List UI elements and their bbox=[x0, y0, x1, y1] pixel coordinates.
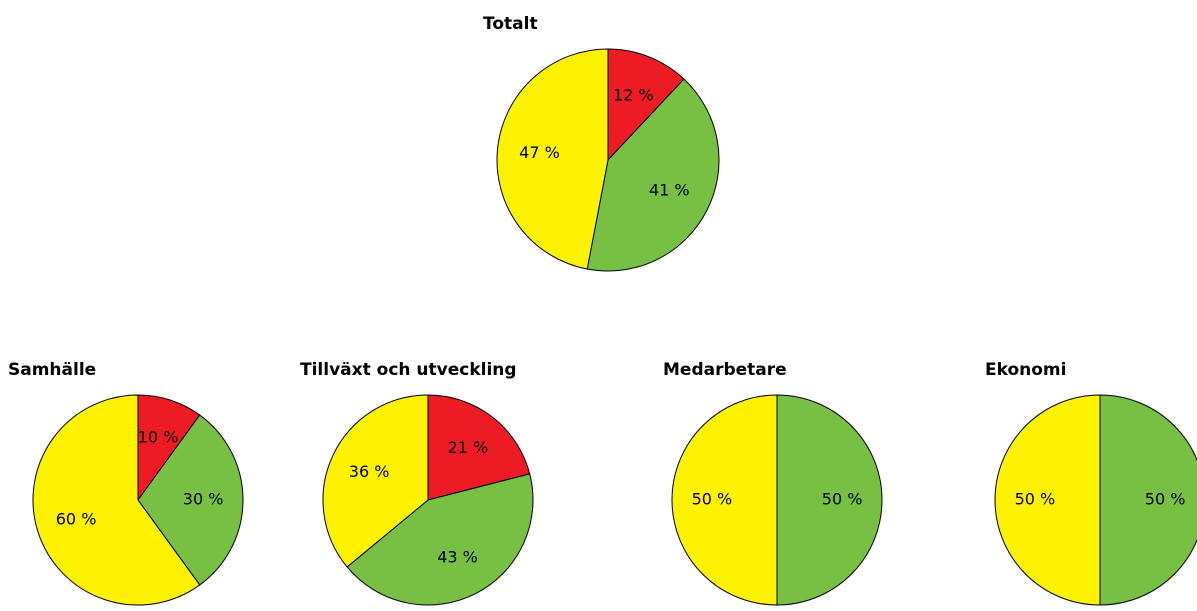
pie-slice bbox=[322, 394, 429, 568]
slice-label: 10 % bbox=[138, 428, 179, 447]
pie-slice bbox=[607, 48, 685, 162]
pie-slice bbox=[32, 394, 201, 606]
pie-slice bbox=[671, 394, 778, 606]
pie-slice bbox=[427, 394, 531, 501]
slice-label: 50 % bbox=[1015, 490, 1056, 509]
pie-slice bbox=[1099, 394, 1197, 606]
pie-slice bbox=[994, 394, 1101, 606]
chart-title: Totalt bbox=[483, 14, 538, 34]
slice-label: 50 % bbox=[692, 490, 733, 509]
pie-slice bbox=[776, 394, 883, 606]
slice-label: 30 % bbox=[183, 490, 224, 509]
slice-label: 36 % bbox=[349, 462, 390, 481]
slice-label: 21 % bbox=[448, 438, 489, 457]
slice-label: 47 % bbox=[519, 143, 560, 162]
chart-title: Samhälle bbox=[8, 360, 96, 380]
chart-title: Ekonomi bbox=[985, 360, 1066, 380]
chart-title: Tillväxt och utveckling bbox=[300, 360, 517, 380]
slice-label: 50 % bbox=[1145, 490, 1186, 509]
pie-slice bbox=[496, 48, 609, 270]
pie-slice bbox=[346, 473, 534, 606]
slice-label: 50 % bbox=[822, 490, 863, 509]
slice-label: 12 % bbox=[613, 86, 654, 105]
slice-label: 43 % bbox=[437, 548, 478, 567]
pie-slice bbox=[586, 78, 720, 272]
chart-title: Medarbetare bbox=[663, 360, 787, 380]
slice-label: 41 % bbox=[649, 181, 690, 200]
pie-slice bbox=[137, 414, 244, 586]
slice-label: 60 % bbox=[56, 510, 97, 529]
